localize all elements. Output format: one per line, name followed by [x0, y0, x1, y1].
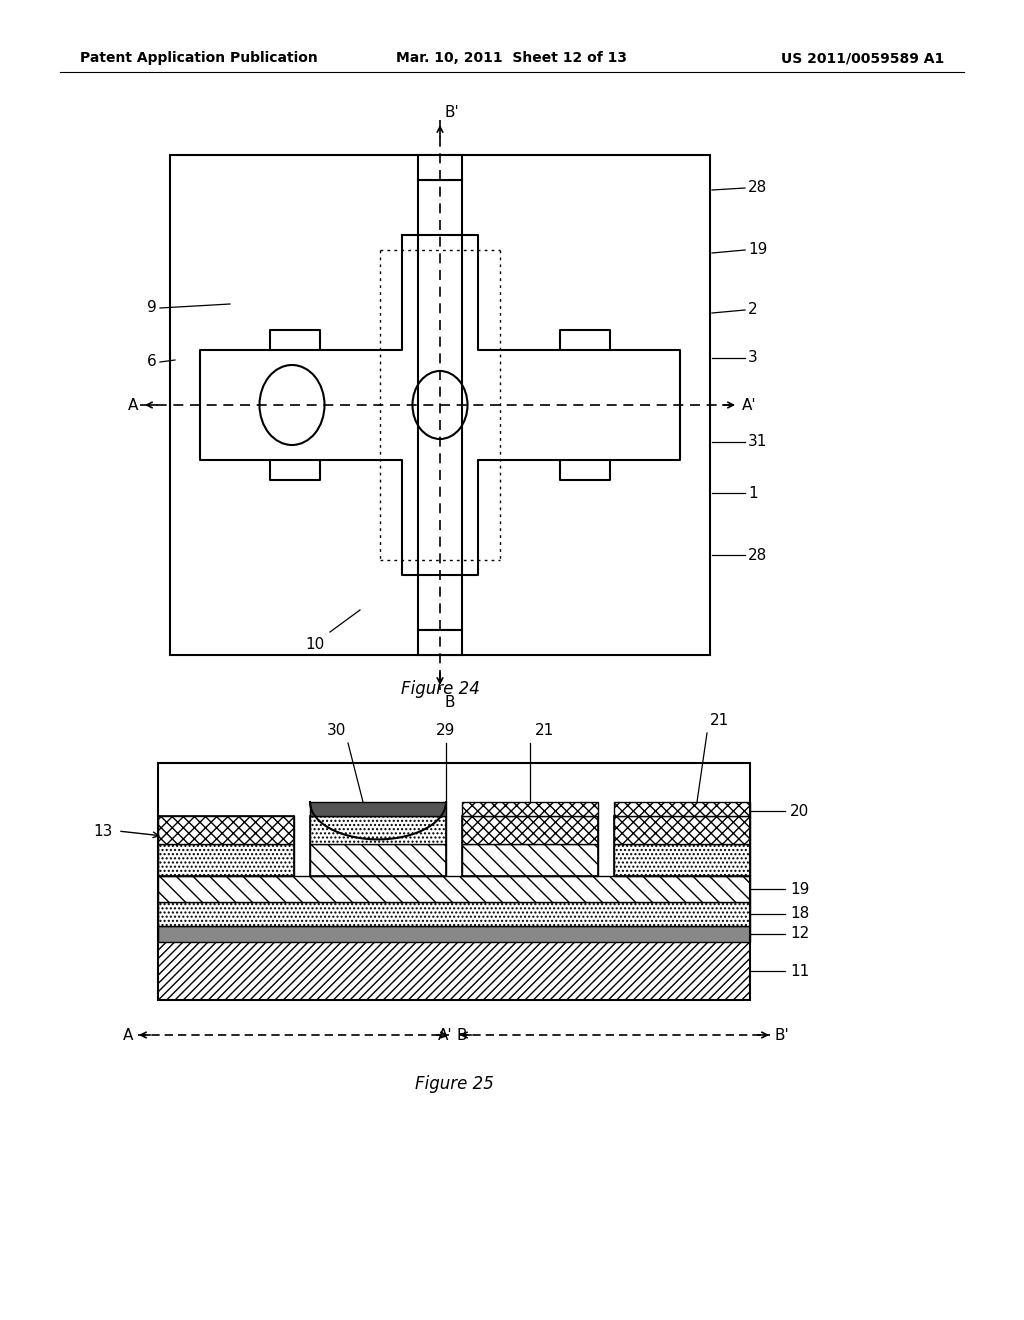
Bar [614, 816, 750, 876]
Text: 20: 20 [790, 804, 809, 818]
Text: A: A [123, 1027, 133, 1043]
Text: 30: 30 [327, 723, 346, 738]
Text: 19: 19 [748, 243, 767, 257]
Text: 18: 18 [790, 907, 809, 921]
Text: A': A' [742, 397, 757, 412]
Text: B: B [445, 696, 456, 710]
Text: 2: 2 [748, 302, 758, 318]
Text: 12: 12 [790, 927, 809, 941]
Text: 11: 11 [790, 964, 809, 978]
Text: 9: 9 [147, 301, 157, 315]
Text: 6: 6 [147, 355, 157, 370]
Bar [158, 927, 750, 942]
Text: Patent Application Publication: Patent Application Publication [80, 51, 317, 65]
Bar [170, 154, 710, 655]
Bar [158, 942, 750, 1001]
Bar [614, 816, 750, 843]
Bar [158, 763, 750, 1001]
Text: B': B' [445, 106, 460, 120]
Text: B: B [456, 1027, 467, 1043]
Bar [310, 843, 446, 876]
Bar [158, 816, 294, 876]
Bar [158, 843, 294, 876]
Bar [418, 180, 462, 630]
Text: 13: 13 [93, 824, 113, 838]
Text: 10: 10 [306, 638, 325, 652]
Text: 29: 29 [436, 723, 456, 738]
Bar [614, 843, 750, 876]
Bar [462, 816, 598, 876]
Bar [158, 876, 750, 902]
Bar [418, 630, 462, 655]
Bar [462, 843, 598, 876]
Bar [158, 902, 750, 927]
Text: 3: 3 [748, 351, 758, 366]
Text: 21: 21 [710, 713, 729, 729]
Text: A: A [128, 397, 138, 412]
Text: 31: 31 [748, 434, 767, 450]
Bar [614, 803, 750, 816]
Text: Figure 25: Figure 25 [415, 1074, 494, 1093]
Bar [462, 816, 598, 843]
Bar [418, 154, 462, 180]
Text: B': B' [775, 1027, 790, 1043]
Text: A': A' [437, 1027, 452, 1043]
Text: 28: 28 [748, 548, 767, 562]
Text: Mar. 10, 2011  Sheet 12 of 13: Mar. 10, 2011 Sheet 12 of 13 [396, 51, 628, 65]
Text: 21: 21 [535, 723, 554, 738]
Bar [310, 816, 446, 843]
Text: Figure 24: Figure 24 [400, 680, 479, 698]
Text: 19: 19 [790, 882, 809, 896]
Text: 1: 1 [748, 486, 758, 500]
Bar [462, 803, 598, 816]
Text: 28: 28 [748, 181, 767, 195]
Bar [310, 803, 446, 816]
Text: US 2011/0059589 A1: US 2011/0059589 A1 [780, 51, 944, 65]
Bar [158, 816, 294, 843]
Bar [310, 816, 446, 876]
